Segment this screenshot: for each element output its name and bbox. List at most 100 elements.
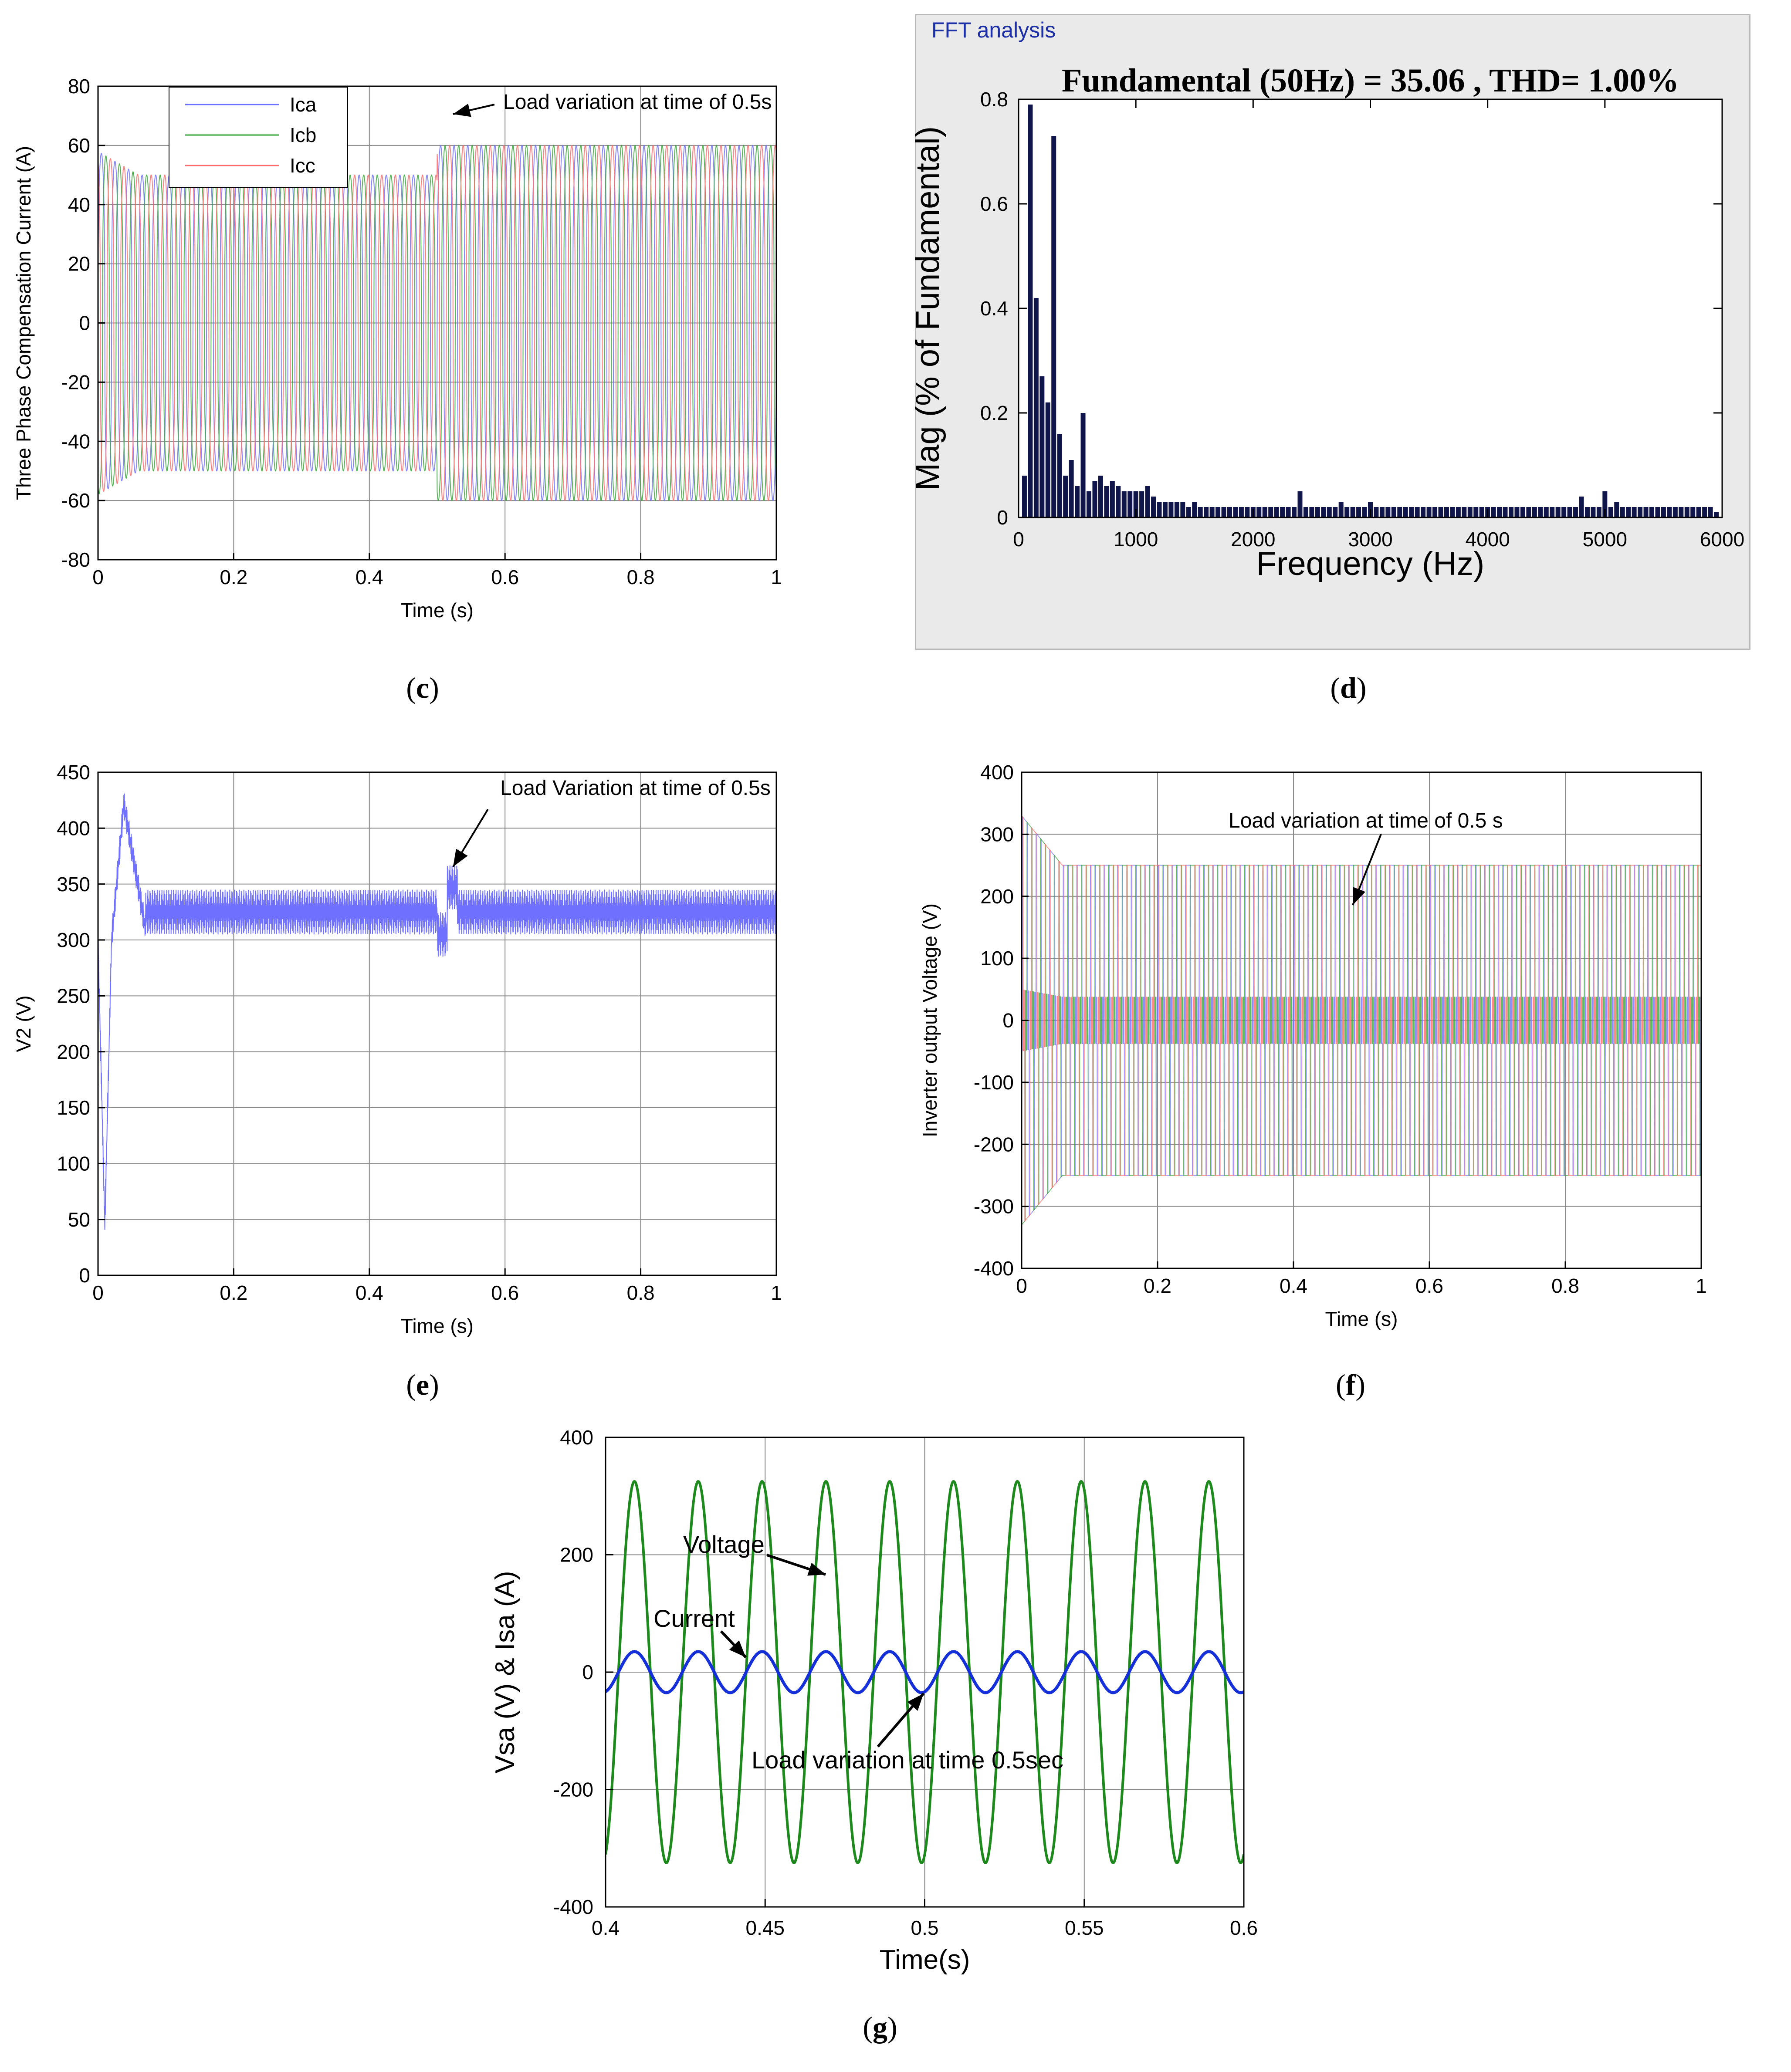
d-bar <box>1584 507 1590 517</box>
d-bar <box>1684 507 1689 517</box>
c-xtick-label: 0 <box>92 566 104 588</box>
c-ytick-label: -20 <box>61 371 90 393</box>
d-bar <box>1497 507 1502 517</box>
d-bar <box>1039 376 1045 517</box>
d-bar <box>1321 507 1326 517</box>
d-bar <box>1245 507 1250 517</box>
d-bar <box>1649 507 1654 517</box>
g-ytick-label: -400 <box>553 1896 593 1918</box>
chart-d-svg: 0 1000 2000 3000 4000 5000 6000 0 0.2 0.4 0.6 0.8 Fr… <box>909 62 1744 582</box>
f-series-vb <box>1022 821 1701 1225</box>
f-xtick-label: 1 <box>1696 1274 1707 1297</box>
d-bar <box>1573 507 1578 517</box>
d-bar <box>1491 507 1496 517</box>
d-bar <box>1139 491 1144 517</box>
d-bar <box>1063 476 1068 517</box>
d-bar <box>1379 507 1385 517</box>
d-bar <box>1561 507 1567 517</box>
d-xtick-label: 5000 <box>1583 528 1627 551</box>
c-ytick-label: 60 <box>68 134 90 157</box>
d-bar <box>1286 507 1291 517</box>
d-xtick-label: 6000 <box>1700 528 1744 551</box>
e-ytick-label: 250 <box>57 984 90 1007</box>
c-xtick-label: 0.6 <box>491 566 519 588</box>
c-legend-label-icb: Icb <box>290 124 316 146</box>
d-bar <box>1444 507 1449 517</box>
d-bar <box>1145 486 1150 517</box>
d-bar <box>1421 507 1426 517</box>
d-ytick-label: 0.2 <box>980 402 1008 424</box>
c-xtick-label: 0.4 <box>355 566 383 588</box>
d-xtick-label: 3000 <box>1348 528 1392 551</box>
f-x-axis-title: Time (s) <box>1325 1308 1398 1330</box>
e-y-axis-title: V2 (V) <box>12 995 35 1052</box>
d-bar <box>1432 507 1438 517</box>
c-annotation: Load variation at time of 0.5s <box>503 91 772 114</box>
c-ytick-label: 40 <box>68 193 90 216</box>
f-ytick-label: -200 <box>974 1133 1014 1156</box>
f-ytick-label: 300 <box>980 823 1014 845</box>
caption-e: (e) <box>406 1368 439 1401</box>
d-bar <box>1702 507 1707 517</box>
d-bar <box>1297 491 1303 517</box>
d-bar <box>1438 507 1443 517</box>
c-xtick-label: 0.2 <box>220 566 247 588</box>
g-ytick-label: 0 <box>582 1661 593 1683</box>
c-legend-label-icc: Icc <box>290 154 315 177</box>
e-ytick-label: 100 <box>57 1152 90 1175</box>
d-bar <box>1456 507 1461 517</box>
c-legend-box <box>169 87 348 188</box>
e-xtick-label: 1 <box>771 1281 782 1304</box>
g-xtick-label: 0.5 <box>911 1917 939 1939</box>
g-ytick-label: 200 <box>560 1544 593 1566</box>
d-bar <box>1198 507 1203 517</box>
chart-e-svg: 0 0.2 0.4 0.6 0.8 1 0 50 100 150 200 250 300 350 400 45… <box>12 761 782 1337</box>
d-bar <box>1344 507 1350 517</box>
d-bar <box>1174 502 1179 517</box>
d-ytick-label: 0 <box>997 506 1008 529</box>
d-bar <box>1596 507 1601 517</box>
e-ytick-label: 150 <box>57 1096 90 1119</box>
d-y-axis-title: Mag (% of Fundamental) <box>909 126 946 490</box>
e-series-group <box>98 793 776 1230</box>
d-bar <box>1409 507 1414 517</box>
f-ytick-label: 0 <box>1002 1009 1014 1032</box>
g-xtick-label: 0.4 <box>592 1917 620 1939</box>
g-current-arrow-head <box>729 1640 746 1657</box>
d-bar <box>1714 512 1719 517</box>
f-annotation-arrow-head <box>1352 887 1365 905</box>
d-bar <box>1520 507 1525 517</box>
d-bar <box>1462 507 1467 517</box>
c-ytick-label: -80 <box>61 548 90 571</box>
e-plot-frame <box>97 771 777 1276</box>
g-annotation-current: Current <box>653 1605 735 1632</box>
d-bar <box>1532 507 1537 517</box>
d-bar <box>1151 497 1156 517</box>
c-legend-label-ica: Ica <box>290 93 317 116</box>
d-bar <box>1632 507 1637 517</box>
d-bar <box>1673 507 1678 517</box>
d-bar <box>1614 502 1619 517</box>
d-bar <box>1696 507 1701 517</box>
d-bar <box>1033 298 1039 517</box>
e-xtick-label: 0.8 <box>627 1281 655 1304</box>
e-ytick-label: 0 <box>79 1264 90 1287</box>
g-series-current <box>606 1650 1244 1694</box>
e-annotation: Load Variation at time of 0.5s <box>500 777 771 800</box>
d-bar <box>1292 507 1297 517</box>
d-bar <box>1338 502 1344 517</box>
f-ytick-label: 100 <box>980 947 1014 970</box>
f-series-va <box>1022 815 1701 1217</box>
e-x-axis-title: Time (s) <box>401 1315 474 1337</box>
g-xtick-label: 0.45 <box>745 1917 785 1939</box>
caption-d: (d) <box>1330 671 1367 704</box>
f-xtick-label: 0.8 <box>1551 1274 1579 1297</box>
g-ytick-label: 400 <box>560 1426 593 1449</box>
d-bar <box>1133 491 1138 517</box>
e-xtick-label: 0.2 <box>220 1281 247 1304</box>
d-bar <box>1180 502 1185 517</box>
d-bar <box>1526 507 1531 517</box>
c-ytick-label: 0 <box>79 312 90 335</box>
g-load-arrow-head <box>907 1693 924 1711</box>
